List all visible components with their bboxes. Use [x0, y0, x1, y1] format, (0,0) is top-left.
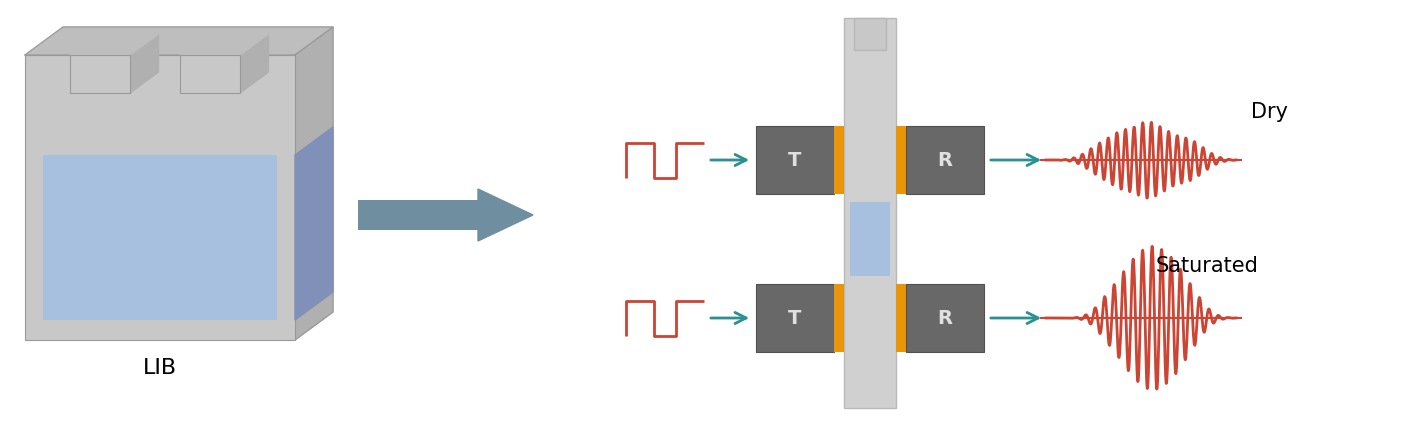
Bar	[854, 18, 887, 50]
Polygon shape	[295, 27, 333, 340]
Text: T: T	[788, 150, 801, 169]
Text: R: R	[938, 308, 952, 328]
Bar	[43, 155, 277, 320]
Bar	[896, 284, 906, 352]
Polygon shape	[70, 34, 158, 55]
Bar	[834, 126, 844, 194]
Text: Dry: Dry	[1251, 102, 1288, 122]
Bar	[756, 284, 834, 352]
Polygon shape	[295, 127, 333, 320]
Text: LIB: LIB	[142, 358, 176, 378]
Polygon shape	[26, 27, 333, 55]
Polygon shape	[129, 34, 158, 93]
Text: T: T	[788, 308, 801, 328]
Polygon shape	[478, 189, 534, 241]
Bar	[906, 284, 983, 352]
Bar	[896, 126, 906, 194]
Bar	[179, 55, 240, 93]
Bar	[834, 284, 844, 352]
Bar	[359, 200, 478, 230]
Polygon shape	[240, 34, 269, 93]
Text: R: R	[938, 150, 952, 169]
Polygon shape	[179, 34, 269, 55]
Bar	[844, 18, 896, 408]
Bar	[756, 126, 834, 194]
Bar	[70, 55, 129, 93]
Bar	[850, 202, 889, 276]
Bar	[26, 55, 295, 340]
Bar	[906, 126, 983, 194]
Text: Saturated: Saturated	[1155, 256, 1259, 276]
